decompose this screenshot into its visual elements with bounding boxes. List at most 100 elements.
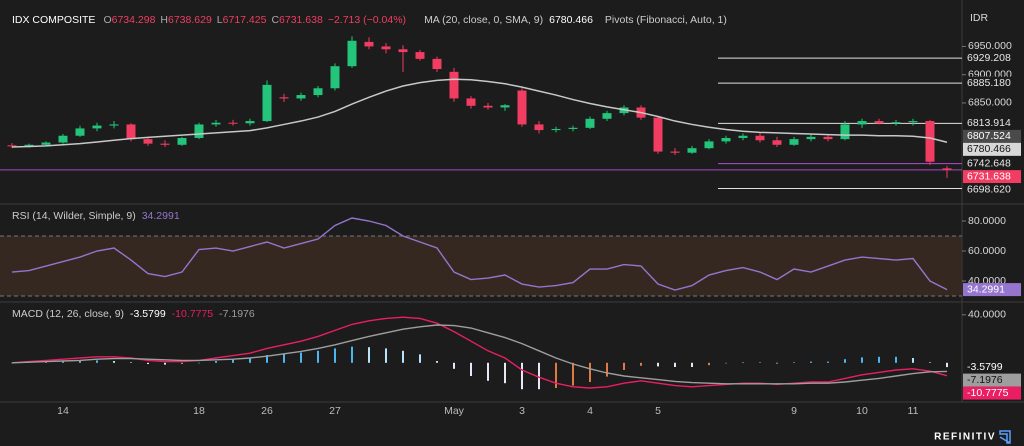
- change: −2.713 (−0.04%): [328, 14, 406, 26]
- candle-body: [58, 135, 68, 143]
- histogram-bar: [164, 362, 166, 365]
- value-tag-bg: [963, 142, 1021, 156]
- candle-body: [534, 124, 544, 131]
- histogram-bar: [742, 362, 744, 363]
- currency: IDR: [970, 12, 989, 24]
- candle-body: [279, 97, 289, 99]
- candle-body: [823, 136, 833, 140]
- value-tag: -7.1976: [967, 374, 1003, 386]
- histogram-bar: [113, 361, 115, 363]
- value-tag: 6807.524: [967, 130, 1011, 142]
- x-tick-label: 5: [655, 405, 661, 417]
- y-tick-label: 6950.000: [968, 40, 1012, 52]
- legend-value: 6717.425: [223, 14, 267, 26]
- candle-body: [704, 141, 714, 149]
- y-tick-label: 80.0000: [968, 215, 1006, 227]
- histogram-bar: [691, 362, 693, 367]
- brand-logo: [999, 430, 1011, 444]
- histogram-bar: [521, 362, 523, 390]
- histogram-bar: [572, 362, 574, 386]
- histogram-bar: [895, 356, 897, 363]
- x-tick-label: 10: [856, 405, 868, 417]
- candle-body: [874, 121, 884, 124]
- candle-body: [483, 105, 493, 108]
- histogram-bar: [827, 361, 829, 363]
- histogram-bar: [96, 360, 98, 363]
- x-tick-label: 14: [57, 405, 69, 417]
- candle-body: [806, 136, 816, 140]
- value-tag: 6780.466: [967, 143, 1011, 155]
- candle-body: [653, 117, 663, 152]
- legend-value: -3.5799: [130, 308, 166, 320]
- value-tag-bg: [963, 170, 1021, 184]
- histogram-bar: [266, 355, 268, 363]
- histogram-bar: [232, 359, 234, 363]
- x-tick-label: May: [444, 405, 465, 417]
- histogram-bar: [385, 348, 387, 363]
- histogram-bar: [844, 359, 846, 363]
- value-tag: 6813.914: [967, 117, 1011, 129]
- y-tick-label: 60.0000: [968, 245, 1006, 257]
- value-tag-bg: [963, 129, 1021, 143]
- value-tag: 6731.638: [967, 170, 1011, 182]
- value-tag-bg: [963, 157, 1021, 171]
- histogram-bar: [912, 358, 914, 363]
- histogram-bar: [589, 362, 591, 382]
- ma-line: [11, 78, 948, 148]
- histogram-bar: [878, 356, 880, 363]
- histogram-bar: [130, 362, 132, 363]
- candle-body: [24, 144, 34, 146]
- candle-body: [364, 41, 374, 47]
- value-tag: 6929.208: [967, 52, 1011, 64]
- legend-value: -7.1976: [219, 308, 255, 320]
- candle-body: [891, 122, 901, 124]
- histogram-bar: [725, 362, 727, 364]
- candle-body: [415, 52, 425, 59]
- value-tag: 6742.648: [967, 157, 1011, 169]
- header: MACD (12, 26, close, 9) -3.5799 -10.7775 -7…: [12, 308, 255, 320]
- histogram-bar: [776, 362, 778, 364]
- candle-body: [177, 138, 187, 145]
- candle-body: [432, 58, 442, 70]
- candle-body: [126, 124, 136, 140]
- value-tag-bg: [963, 76, 1021, 90]
- candle-body: [585, 118, 595, 128]
- histogram-bar: [623, 362, 625, 370]
- candle-body: [194, 124, 204, 138]
- histogram-bar: [79, 360, 81, 363]
- candle-body: [262, 84, 272, 122]
- x-tick-label: 18: [193, 405, 205, 417]
- rsi-band: [0, 236, 962, 297]
- histogram-bar: [759, 362, 761, 363]
- candle-body: [840, 124, 850, 140]
- candle-body: [925, 121, 935, 162]
- candle-body: [500, 105, 510, 108]
- histogram-bar: [470, 362, 472, 376]
- candle-body: [92, 125, 102, 129]
- x-tick-label: 26: [261, 405, 273, 417]
- candle-body: [670, 151, 680, 153]
- value-tag-bg: [963, 51, 1021, 65]
- pivots-name: Pivots (Fibonacci, Auto, 1): [605, 14, 727, 26]
- value-tag: 6698.620: [967, 183, 1011, 195]
- legend-key: O: [103, 14, 111, 26]
- value-tag-bg: [963, 116, 1021, 130]
- candle-body: [75, 128, 85, 136]
- value-tag: -10.7775: [967, 387, 1009, 399]
- histogram-bar: [334, 348, 336, 363]
- x-tick-label: 11: [908, 405, 919, 417]
- value-tag: 34.2991: [967, 283, 1005, 295]
- histogram-bar: [657, 362, 659, 367]
- value-tag-bg: [963, 386, 1021, 400]
- candle-body: [330, 66, 340, 89]
- legend-key: L: [217, 14, 223, 26]
- histogram-bar: [504, 362, 506, 384]
- histogram-bar: [419, 354, 421, 363]
- histogram-bar: [249, 358, 251, 363]
- candle-body: [143, 139, 153, 144]
- candle-body: [857, 121, 867, 125]
- x-tick-label: 9: [791, 405, 797, 417]
- value-tag: 6885.180: [967, 77, 1011, 89]
